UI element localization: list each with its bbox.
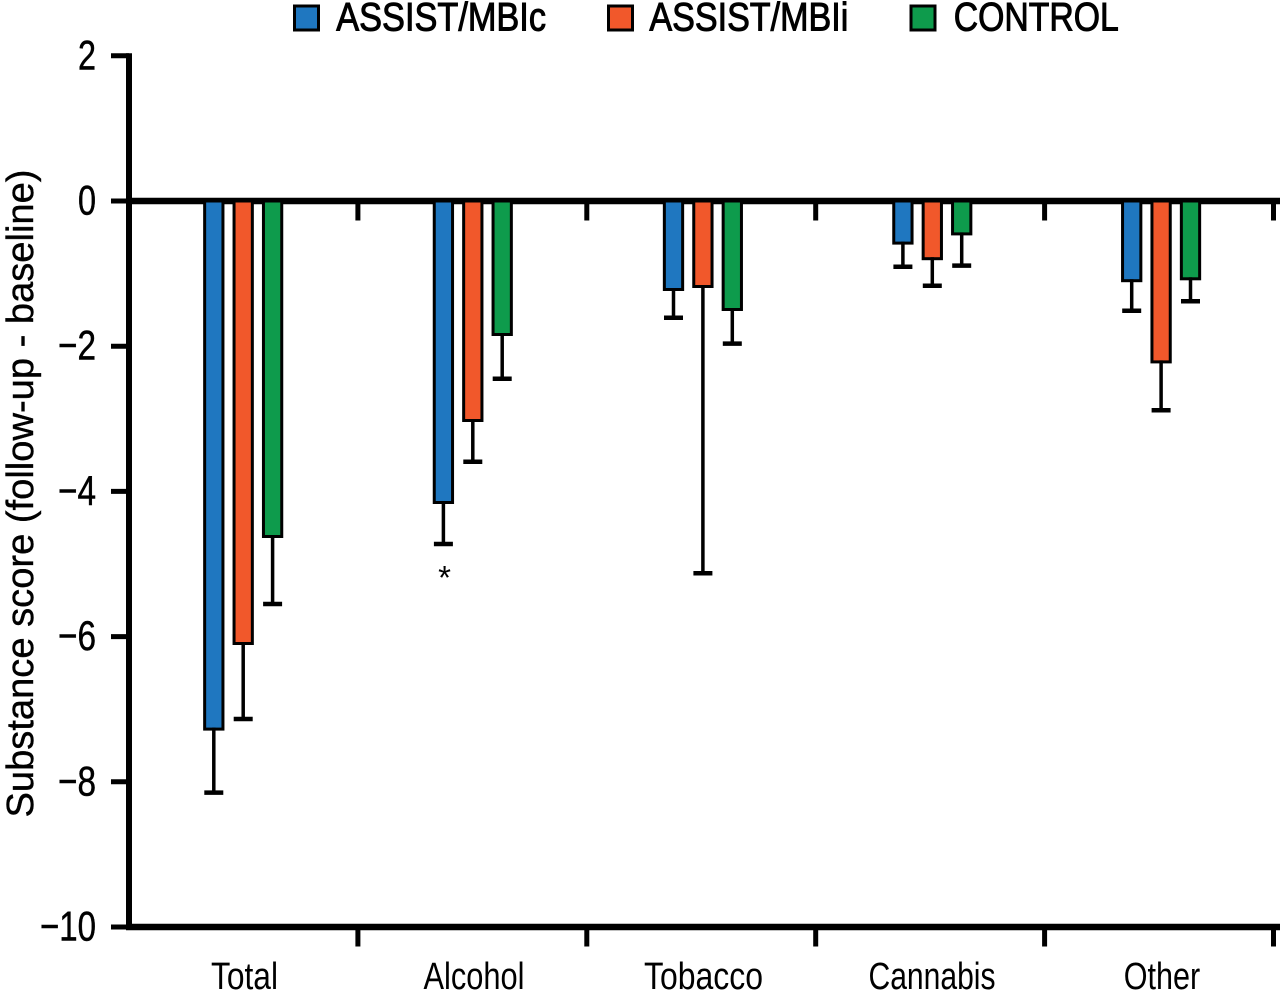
svg-text:CONTROL: CONTROL <box>954 0 1119 40</box>
svg-text:−10: −10 <box>40 903 96 950</box>
svg-text:−6: −6 <box>58 612 96 659</box>
svg-text:ASSIST/MBIi: ASSIST/MBIi <box>649 0 848 40</box>
svg-text:2: 2 <box>78 31 96 78</box>
svg-text:Total: Total <box>211 956 278 991</box>
svg-text:*: * <box>438 559 451 596</box>
svg-text:Alcohol: Alcohol <box>424 956 525 991</box>
svg-text:Tobacco: Tobacco <box>644 956 763 991</box>
svg-text:Cannabis: Cannabis <box>869 956 996 991</box>
svg-text:ASSIST/MBIc: ASSIST/MBIc <box>336 0 546 40</box>
svg-text:−4: −4 <box>58 467 96 514</box>
svg-text:0: 0 <box>78 177 96 224</box>
svg-text:−2: −2 <box>58 322 96 369</box>
svg-text:Other: Other <box>1124 956 1201 991</box>
svg-text:−8: −8 <box>58 757 96 804</box>
svg-text:Substance score (follow-up - b: Substance score (follow-up - baseline) <box>0 170 42 818</box>
